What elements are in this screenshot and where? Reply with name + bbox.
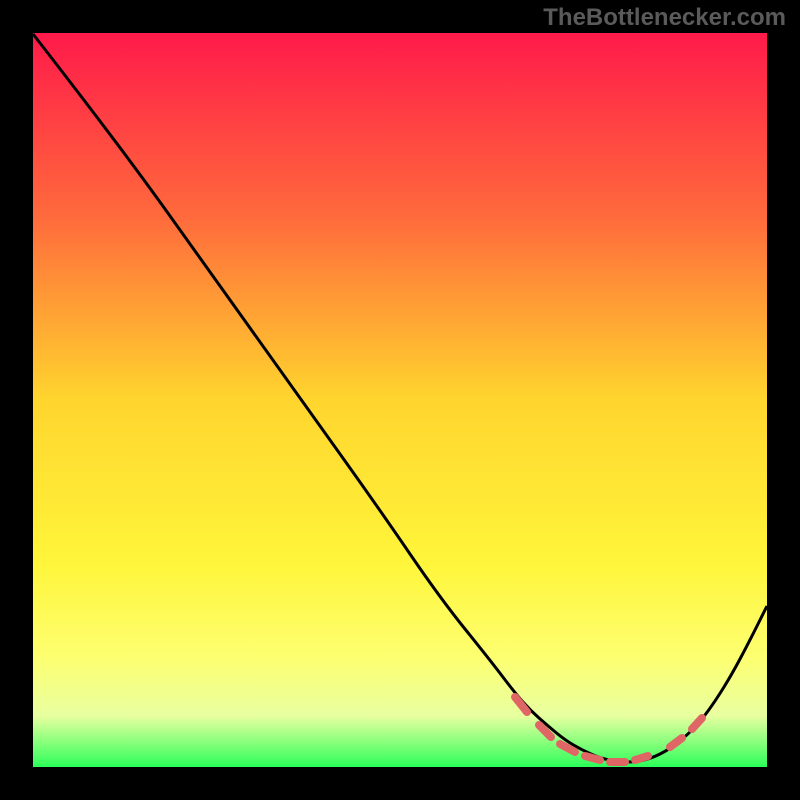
bottom-green-band bbox=[33, 764, 767, 767]
optimal-range-dash bbox=[635, 756, 648, 760]
plot-gradient-bg bbox=[33, 33, 767, 767]
optimal-range-dash bbox=[585, 756, 600, 760]
chart-container: TheBottlenecker.com bbox=[0, 0, 800, 800]
watermark-text: TheBottlenecker.com bbox=[543, 4, 786, 32]
chart-svg bbox=[0, 0, 800, 800]
